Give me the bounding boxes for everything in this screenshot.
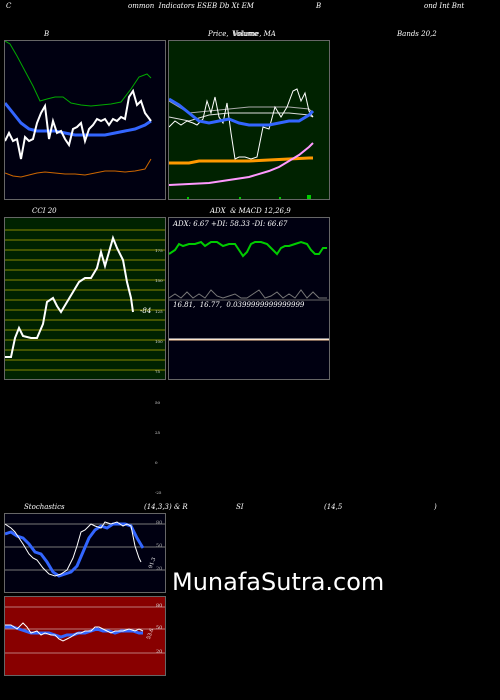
bb-upper-line <box>5 41 152 107</box>
cci-tick: -25 <box>155 490 162 496</box>
rsi-params: (14,5 <box>324 503 343 511</box>
cci-panel: 175 150 125 100 75 50 25 0 -25 -50 -75 -… <box>4 217 166 677</box>
cci-gridlines <box>5 229 165 371</box>
bb-middle-line <box>5 102 152 137</box>
adx-green-line <box>169 240 327 258</box>
bollinger-panel <box>4 40 166 200</box>
volume-bar <box>187 197 189 199</box>
volume-bars <box>187 195 311 199</box>
adx-macd-chart <box>169 240 329 341</box>
adx-macd-panel: ADX: 6.67 +DI: 58.33 -DI: 66.67 16.81, 1… <box>168 217 330 380</box>
header-right: ond Int Bnt <box>424 2 465 10</box>
header-c: C <box>6 2 12 10</box>
cci-tick: 100 <box>155 339 163 345</box>
header-b: B <box>316 2 322 10</box>
cci-tick: 0 <box>155 460 158 466</box>
price-panel <box>168 40 330 200</box>
cci-tick: 175 <box>155 248 163 254</box>
cci-tick: 125 <box>155 308 163 314</box>
stoch-tick-20: 20 <box>156 566 163 572</box>
stoch-d-line <box>5 521 142 577</box>
cci-tick: 150 <box>155 278 163 284</box>
price-close-line <box>169 88 314 160</box>
price-chart <box>169 88 315 199</box>
cci-tick: 25 <box>155 429 161 435</box>
watermark: MunafaSutra.com <box>172 568 385 596</box>
cci-chart <box>5 229 165 371</box>
rsi-tick-20: 20 <box>156 649 163 655</box>
adx-grey-line <box>169 289 327 299</box>
volume-bar <box>239 197 241 199</box>
macd-readout: 16.81, 16.77, 0.0399999999999999 <box>173 301 305 309</box>
adx-title: ADX & MACD 12,26,9 <box>210 207 291 215</box>
rsi-tick-80: 80 <box>156 603 163 609</box>
price-line <box>5 88 152 160</box>
volume-bar <box>279 197 281 199</box>
rsi-panel: 80 50 20 53.6 <box>4 596 166 676</box>
stochastics-panel: 80 50 20 91.3 <box>4 513 166 593</box>
cci-tick: 50 <box>155 399 161 405</box>
bollinger-chart <box>5 41 152 178</box>
bands-label: Bands 20,2 <box>397 30 437 38</box>
rsi-tick-50: 50 <box>156 625 163 631</box>
cci-value-label: -84 <box>140 307 152 315</box>
stoch-tick-80: 80 <box>156 520 163 526</box>
stoch-k-line <box>5 522 145 578</box>
cci-tick: 75 <box>155 369 161 375</box>
adx-readout: ADX: 6.67 +DI: 58.33 -DI: 66.67 <box>173 220 288 228</box>
ma-grey-line <box>169 100 314 114</box>
cci-line <box>5 234 134 358</box>
rsi-chart <box>5 606 165 654</box>
stoch-params: (14,3,3) & R <box>144 503 188 511</box>
price-title: Price, Volume, MA <box>208 30 276 38</box>
volume-bar <box>307 195 311 199</box>
bb-title: B <box>44 30 50 38</box>
blue-ma-line <box>169 97 315 127</box>
stochastics-chart <box>5 521 165 578</box>
rsi-white-line <box>5 622 144 642</box>
pink-ma-line <box>169 142 314 186</box>
price-title-overlay: Volume <box>232 30 259 38</box>
bb-lower-line <box>5 158 152 178</box>
stoch-label: Stochastics <box>24 503 65 511</box>
rsi-label: SI <box>236 503 244 511</box>
stoch-tick-50: 50 <box>156 543 163 549</box>
orange-ma-line <box>169 156 313 165</box>
rsi-params-close: ) <box>434 503 437 511</box>
header-title: ommon Indicators ESEB Db Xt EM <box>128 2 254 10</box>
cci-title: CCI 20 <box>32 207 57 215</box>
